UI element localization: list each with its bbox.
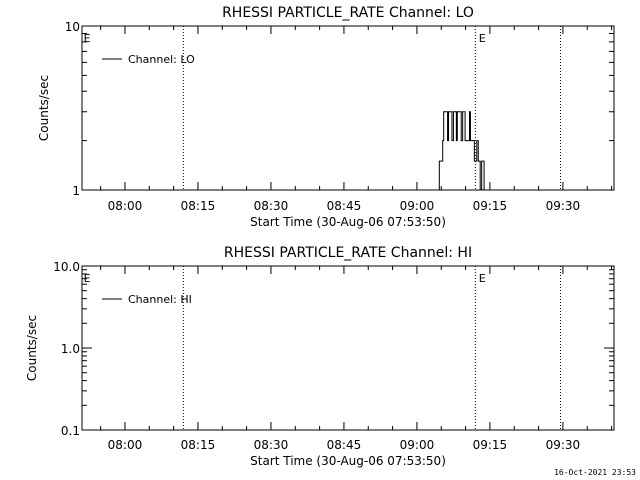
- y-tick-label: 0.1: [61, 424, 80, 438]
- y-axis-label: Counts/sec: [37, 75, 51, 141]
- chart-title: RHESSI PARTICLE_RATE Channel: LO: [222, 5, 474, 21]
- series-line: [437, 111, 486, 190]
- x-tick-label: 08:00: [108, 199, 143, 213]
- x-tick-label: 08:15: [181, 199, 216, 213]
- chart-title: RHESSI PARTICLE_RATE Channel: HI: [224, 245, 472, 261]
- x-tick-label: 09:15: [473, 438, 508, 452]
- legend-label: Channel: HI: [128, 293, 192, 306]
- y-tick-label: 1.0: [61, 342, 80, 356]
- x-tick-label: 08:30: [254, 438, 289, 452]
- x-tick-label: 08:30: [254, 199, 289, 213]
- x-tick-label: 09:15: [473, 199, 508, 213]
- x-tick-label: 09:30: [546, 199, 581, 213]
- x-tick-label: 08:45: [327, 438, 362, 452]
- y-axis-label: Counts/sec: [25, 315, 39, 381]
- event-marker: E: [84, 272, 91, 285]
- x-tick-label: 08:15: [181, 438, 216, 452]
- x-tick-label: 09:00: [400, 438, 435, 452]
- plot-frame: [81, 265, 615, 431]
- x-axis-label: Start Time (30-Aug-06 07:53:50): [250, 215, 446, 229]
- event-marker: E: [84, 32, 91, 45]
- event-marker: E: [479, 32, 486, 45]
- y-tick-label: 10: [65, 20, 80, 34]
- footer-timestamp: 16-Oct-2021 23:53: [554, 468, 636, 477]
- x-axis-label: Start Time (30-Aug-06 07:53:50): [250, 454, 446, 468]
- event-marker: E: [479, 272, 486, 285]
- x-tick-label: 09:30: [546, 438, 581, 452]
- y-tick-label: 10.0: [53, 260, 80, 274]
- chart-panel-1: RHESSI PARTICLE_RATE Channel: LO 08:00 08:…: [37, 5, 615, 229]
- y-tick-label: 1: [72, 184, 80, 198]
- chart-panel-2: RHESSI PARTICLE_RATE Channel: HI 08:00 08:…: [25, 245, 615, 468]
- x-tick-label: 08:00: [108, 438, 143, 452]
- x-tick-label: 08:45: [327, 199, 362, 213]
- plot-frame: [81, 25, 615, 191]
- legend-label: Channel: LO: [128, 53, 195, 66]
- x-tick-label: 09:00: [400, 199, 435, 213]
